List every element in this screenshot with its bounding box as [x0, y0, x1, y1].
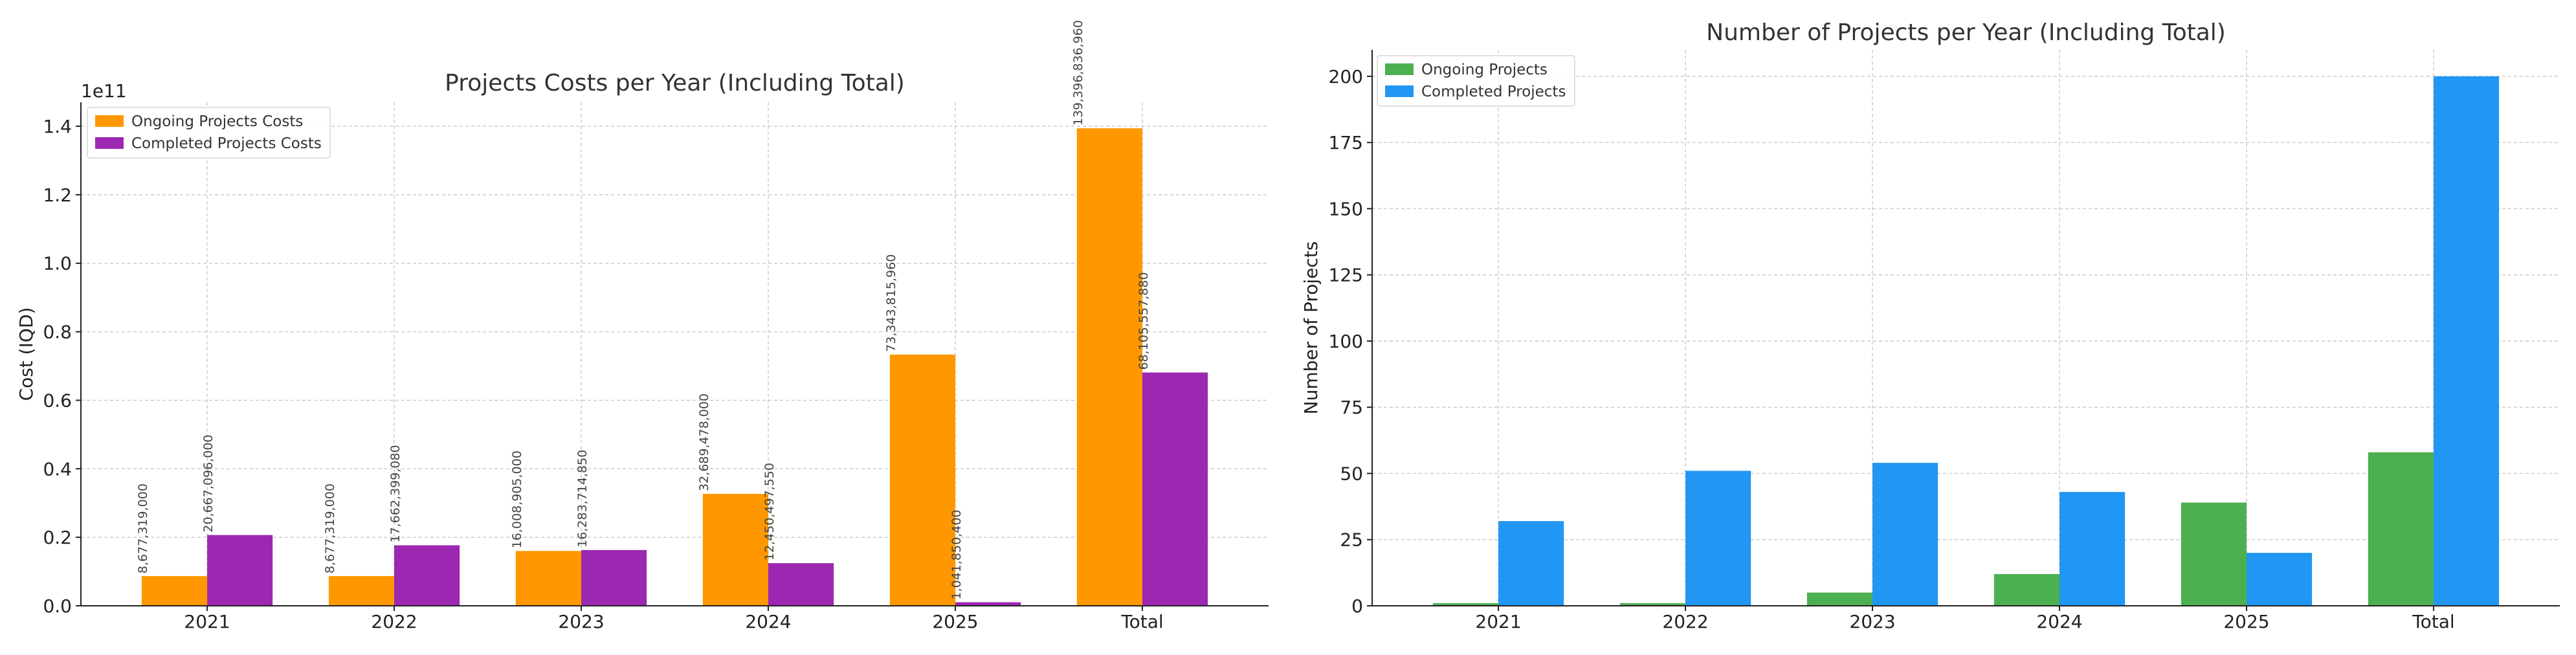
bar-value-label: 1,041,850,400	[949, 509, 964, 599]
legend-swatch	[1385, 85, 1414, 97]
bar-ongoing	[141, 576, 208, 606]
bar-value-label: 8,677,319,000	[323, 483, 337, 573]
bar-value-label: 32,689,478,000	[697, 394, 711, 491]
x-tick-label: 2023	[558, 611, 604, 632]
bar-value-label: 16,283,714,850	[575, 450, 590, 548]
y-tick-label: 1.4	[43, 116, 72, 137]
bar-value-label: 73,343,815,960	[884, 254, 898, 352]
y-axis-label: Cost (IQD)	[16, 307, 37, 401]
bar-completed	[2433, 76, 2500, 606]
x-tick-label: 2021	[1475, 611, 1521, 632]
y-tick-label: 0.0	[43, 595, 72, 617]
bar-ongoing	[328, 576, 395, 606]
bar-completed	[1498, 521, 1564, 606]
y-tick-label: 175	[1329, 132, 1363, 153]
x-tick-label: Total	[2412, 611, 2454, 632]
x-tick-label: 2021	[184, 611, 230, 632]
y-tick-label: 75	[1340, 397, 1363, 418]
count-chart: 0 25 50 75 100 125 150 175 200 2021 2022 2023 2024 20…	[1300, 19, 2560, 632]
y-tick-label: 50	[1340, 463, 1363, 484]
y-tick-label: 1.2	[43, 184, 72, 206]
bar-value-label: 17,662,399,080	[388, 445, 403, 542]
bar-ongoing	[1993, 573, 2060, 606]
bar-value-label: 20,667,096,000	[201, 435, 216, 533]
bar-value-label: 16,008,905,000	[510, 450, 524, 548]
y-tick-label: 1.0	[43, 253, 72, 274]
bar-ongoing	[1619, 603, 1686, 606]
x-tick-label: Total	[1120, 611, 1163, 632]
y-tick-label: 0.4	[43, 458, 72, 480]
y-axis-label: Number of Projects	[1300, 241, 1322, 415]
legend-label: Completed Projects	[1421, 83, 1566, 100]
legend-box	[87, 107, 331, 159]
bar-ongoing	[515, 551, 582, 606]
bar-ongoing	[2181, 502, 2247, 606]
chart-title: Projects Costs per Year (Including Total…	[445, 70, 905, 96]
bar-completed	[2246, 553, 2313, 606]
bar-completed	[394, 545, 460, 606]
x-tick-label: 2022	[371, 611, 417, 632]
y-tick-label: 100	[1329, 331, 1363, 352]
legend-swatch	[1385, 63, 1414, 75]
bar-completed	[1685, 471, 1751, 606]
costs-chart: 0.0 0.2 0.4 0.6 0.8 1.0 1.2 1.4 2021 2022 2023 2024…	[16, 20, 1269, 632]
bar-completed	[207, 535, 273, 606]
y-tick-label: 0	[1351, 595, 1363, 617]
y-tick-label: 150	[1329, 198, 1363, 219]
bar-value-label: 12,450,497,550	[762, 463, 777, 561]
x-tick-label: 2023	[1849, 611, 1895, 632]
bar-completed	[955, 602, 1021, 606]
y-tick-label: 200	[1329, 66, 1363, 87]
bar-ongoing	[2368, 452, 2434, 606]
x-tick-label: 2022	[1662, 611, 1708, 632]
y-tick-label: 125	[1329, 265, 1363, 286]
legend-label: Ongoing Projects Costs	[131, 113, 303, 130]
y-tick-label: 0.2	[43, 527, 72, 548]
bar-completed	[581, 550, 647, 606]
bar-value-label: 8,677,319,000	[136, 483, 150, 573]
x-tick-label: 2024	[745, 611, 791, 632]
legend-label: Completed Projects Costs	[131, 135, 322, 152]
x-tick-label: 2025	[2223, 611, 2269, 632]
bar-ongoing	[1806, 592, 1873, 606]
y-tick-label: 0.8	[43, 322, 72, 343]
y-tick-label: 25	[1340, 529, 1363, 551]
legend-swatch	[95, 137, 124, 149]
bar-completed	[1872, 463, 1938, 606]
bar-ongoing	[702, 493, 768, 606]
legend-swatch	[95, 115, 124, 127]
chart-title: Number of Projects per Year (Including T…	[1706, 19, 2226, 46]
y-scale-offset: 1e11	[81, 80, 127, 102]
bar-completed	[1142, 372, 1208, 606]
bar-ongoing	[1432, 603, 1499, 606]
x-tick-label: 2024	[2036, 611, 2082, 632]
bar-completed	[768, 563, 834, 606]
bar-value-label: 68,105,557,880	[1137, 272, 1151, 370]
legend-label: Ongoing Projects	[1421, 61, 1548, 78]
bar-value-label: 139,396,836,960	[1071, 20, 1085, 126]
y-tick-label: 0.6	[43, 390, 72, 411]
x-tick-label: 2025	[932, 611, 978, 632]
bar-completed	[2059, 492, 2126, 606]
bar-ongoing	[1076, 128, 1142, 606]
legend-box	[1377, 55, 1575, 107]
bar-ongoing	[889, 354, 955, 606]
